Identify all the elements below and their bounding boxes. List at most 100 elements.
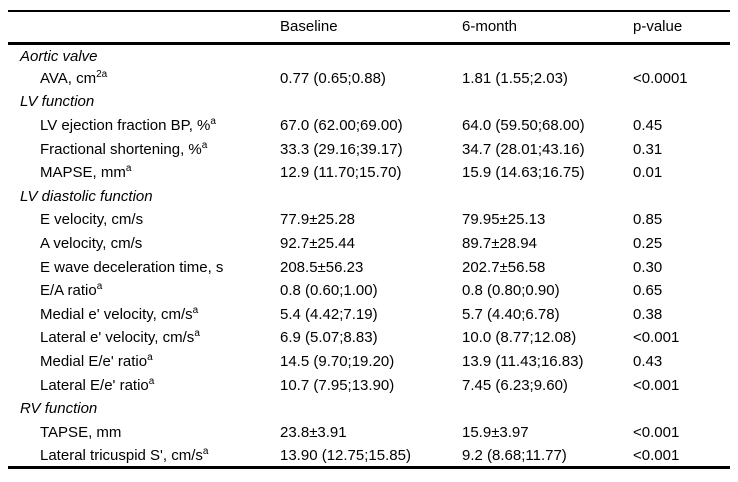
- row-label: MAPSE, mm: [40, 164, 126, 182]
- p-value-cell: 0.43: [633, 353, 663, 371]
- footnote-marker: a: [192, 304, 199, 316]
- footnote-marker: a: [210, 116, 216, 128]
- row-label-cell: Medial E/e' ratioa: [8, 350, 280, 374]
- baseline-value-cell: 10.7 (7.95;13.90): [280, 376, 395, 394]
- six-month-value-cell: 64.0 (59.50;68.00): [462, 117, 585, 135]
- row-label: LV ejection fraction BP, %: [40, 117, 211, 135]
- table-row: Medial e' velocity, cm/sa 5.4 (4.42;7.19)…: [8, 303, 730, 327]
- table-row: E wave deceleration time, s 208.5±56.23 20…: [8, 255, 730, 279]
- footnote-marker: 2a: [96, 68, 108, 80]
- baseline-value-cell: 0.8 (0.60;1.00): [280, 282, 378, 300]
- row-label-cell: TAPSE, mm: [8, 421, 280, 445]
- six-month-value-cell: 5.7 (4.40;6.78): [462, 305, 560, 323]
- p-value-cell: <0.001: [633, 423, 680, 441]
- baseline-value-cell: 208.5±56.23: [280, 258, 364, 276]
- baseline-value-cell: 14.5 (9.70;19.20): [280, 353, 395, 371]
- row-label-cell: E velocity, cm/s: [8, 208, 280, 232]
- baseline-value-cell: 13.90 (12.75;15.85): [280, 446, 411, 464]
- baseline-value-cell: 12.9 (11.70;15.70): [280, 164, 402, 182]
- six-month-value-cell: 9.2 (8.68;11.77): [462, 446, 567, 464]
- row-label-cell: MAPSE, mma: [8, 161, 280, 185]
- footnote-marker: a: [96, 281, 103, 293]
- six-month-value-cell: 13.9 (11.43;16.83): [462, 353, 584, 371]
- table-row: E/A ratioa 0.8 (0.60;1.00) 0.8 (0.80;0.90)…: [8, 279, 730, 303]
- row-label-cell: A velocity, cm/s: [8, 232, 280, 256]
- row-label: Lateral tricuspid S', cm/s: [40, 446, 203, 464]
- p-value-cell: <0.001: [633, 376, 680, 394]
- baseline-value-cell: 5.4 (4.42;7.19): [280, 305, 378, 323]
- p-value-cell: 0.31: [633, 140, 663, 158]
- section-title: RV function: [20, 400, 98, 418]
- six-month-value-cell: 89.7±28.94: [462, 235, 537, 253]
- baseline-value-cell: 6.9 (5.07;8.83): [280, 329, 378, 347]
- six-month-value-cell: 79.95±25.13: [462, 211, 546, 229]
- baseline-value-cell: 33.3 (29.16;39.17): [280, 140, 403, 158]
- p-value-cell: 0.38: [633, 305, 663, 323]
- footnote-marker: a: [194, 328, 200, 340]
- six-month-value-cell: 34.7 (28.01;43.16): [462, 140, 585, 158]
- table-row: Fractional shortening, %a 33.3 (29.16;39.…: [8, 137, 730, 161]
- row-label: Medial e' velocity, cm/s: [40, 305, 193, 323]
- section-row: Aortic valve: [8, 43, 730, 67]
- row-label-cell: E wave deceleration time, s: [8, 255, 280, 279]
- baseline-value-cell: 92.7±25.44: [280, 235, 355, 253]
- row-label: Medial E/e' ratio: [40, 353, 148, 371]
- row-label: AVA, cm: [40, 69, 97, 87]
- header-6-month: 6-month: [462, 18, 518, 36]
- footnote-marker: a: [201, 139, 208, 151]
- row-label: A velocity, cm/s: [40, 235, 143, 253]
- table-body: Aortic valve AVA, cm2a 0.77 (0.65;0.88) 1.8…: [8, 43, 730, 468]
- table-row: Medial E/e' ratioa 14.5 (9.70;19.20) 13.9 …: [8, 350, 730, 374]
- table-row: Lateral e' velocity, cm/sa 6.9 (5.07;8.83…: [8, 326, 730, 350]
- footnote-marker: a: [125, 163, 132, 175]
- table-row: Lateral E/e' ratioa 10.7 (7.95;13.90) 7.45…: [8, 373, 730, 397]
- baseline-value-cell: 0.77 (0.65;0.88): [280, 69, 386, 87]
- footnote-marker: a: [147, 352, 153, 364]
- table-row: A velocity, cm/s 92.7±25.44 89.7±28.94 0.25: [8, 232, 730, 256]
- baseline-value-cell: 67.0 (62.00;69.00): [280, 117, 403, 135]
- six-month-value-cell: 0.8 (0.80;0.90): [462, 282, 560, 300]
- baseline-value-cell: 23.8±3.91: [280, 423, 347, 441]
- row-label: Lateral e' velocity, cm/s: [40, 329, 195, 347]
- row-label: Fractional shortening, %: [40, 140, 202, 158]
- p-value-cell: <0.0001: [633, 69, 688, 87]
- six-month-value-cell: 202.7±56.58: [462, 258, 546, 276]
- row-label: TAPSE, mm: [40, 423, 122, 441]
- six-month-value-cell: 10.0 (8.77;12.08): [462, 329, 577, 347]
- p-value-cell: 0.85: [633, 211, 663, 229]
- row-label-cell: Lateral e' velocity, cm/sa: [8, 326, 280, 350]
- section-row: RV function: [8, 397, 730, 421]
- header-empty-cell: [8, 11, 280, 43]
- row-label-cell: Lateral E/e' ratioa: [8, 373, 280, 397]
- six-month-value-cell: 1.81 (1.55;2.03): [462, 69, 568, 87]
- row-label-cell: Lateral tricuspid S', cm/sa: [8, 444, 280, 468]
- p-value-cell: <0.001: [633, 446, 680, 464]
- section-title: LV diastolic function: [20, 187, 153, 205]
- p-value-cell: 0.01: [633, 164, 663, 182]
- header-row: Baseline 6-month p-value: [8, 11, 730, 43]
- footnote-marker: a: [202, 445, 209, 457]
- six-month-value-cell: 7.45 (6.23;9.60): [462, 376, 568, 394]
- section-title: LV function: [20, 93, 95, 111]
- results-table: Baseline 6-month p-value Aortic valve AVA…: [8, 10, 730, 470]
- p-value-cell: 0.25: [633, 235, 663, 253]
- row-label-cell: E/A ratioa: [8, 279, 280, 303]
- header-p-value: p-value: [633, 18, 683, 36]
- table-row: AVA, cm2a 0.77 (0.65;0.88) 1.81 (1.55;2.03…: [8, 67, 730, 91]
- row-label: E wave deceleration time, s: [40, 258, 224, 276]
- six-month-value-cell: 15.9±3.97: [462, 423, 529, 441]
- row-label: E/A ratio: [40, 282, 97, 300]
- table-row: Lateral tricuspid S', cm/sa 13.90 (12.75;…: [8, 444, 730, 468]
- table-row: LV ejection fraction BP, %a 67.0 (62.00;6…: [8, 114, 730, 138]
- p-value-cell: 0.45: [633, 117, 663, 135]
- table-header: Baseline 6-month p-value: [8, 11, 730, 43]
- row-label: E velocity, cm/s: [40, 211, 144, 229]
- row-label-cell: LV ejection fraction BP, %a: [8, 114, 280, 138]
- p-value-cell: 0.30: [633, 258, 663, 276]
- p-value-cell: 0.65: [633, 282, 663, 300]
- table-row: E velocity, cm/s 77.9±25.28 79.95±25.13 0.8…: [8, 208, 730, 232]
- row-label-cell: AVA, cm2a: [8, 67, 280, 91]
- table-row: MAPSE, mma 12.9 (11.70;15.70) 15.9 (14.63;…: [8, 161, 730, 185]
- p-value-cell: <0.001: [633, 329, 680, 347]
